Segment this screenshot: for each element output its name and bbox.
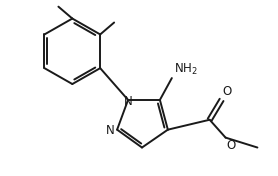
Text: NH$_2$: NH$_2$ (174, 62, 198, 77)
Text: O: O (223, 85, 232, 98)
Text: N: N (124, 95, 132, 108)
Text: N: N (106, 124, 115, 137)
Text: O: O (227, 139, 236, 152)
